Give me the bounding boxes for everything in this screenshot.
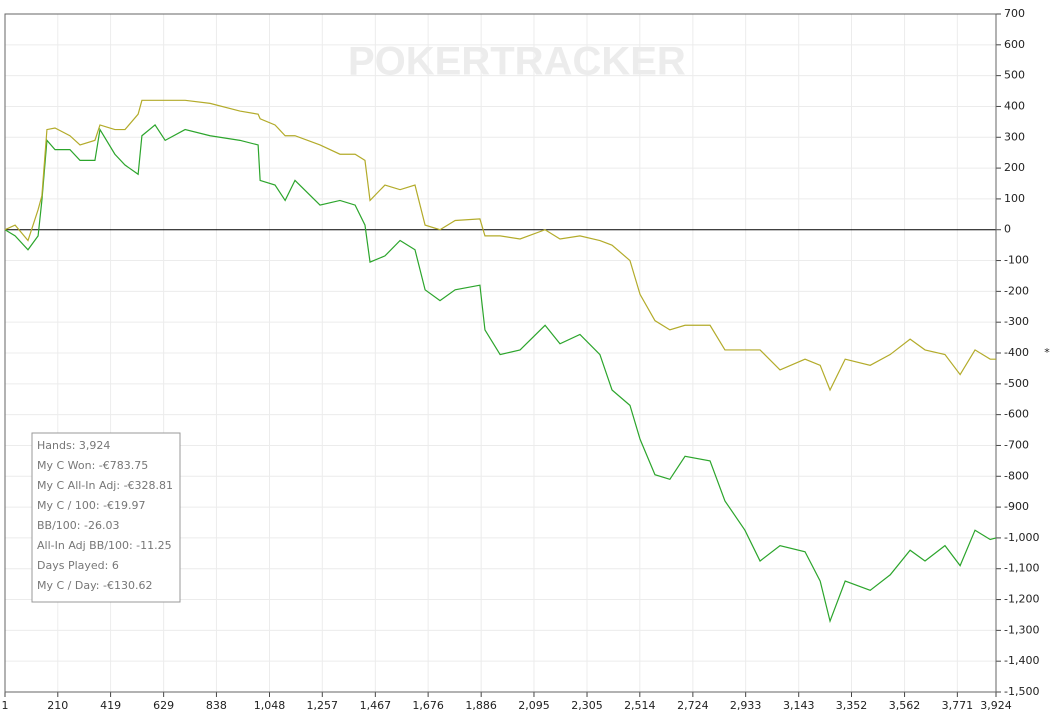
y-tick-label: 400 (1004, 99, 1025, 112)
y-tick-label: 200 (1004, 161, 1025, 174)
info-line: My C / 100: -€19.97 (37, 499, 146, 512)
y-tick-label: -500 (1004, 377, 1029, 390)
x-tick-label: 1 (2, 699, 9, 712)
x-tick-label: 3,562 (889, 699, 921, 712)
y-tick-label: -1,200 (1004, 593, 1039, 606)
x-tick-label: 3,924 (980, 699, 1012, 712)
x-tick-label: 1,676 (412, 699, 444, 712)
y-tick-label: 100 (1004, 192, 1025, 205)
x-tick-label: 3,143 (783, 699, 815, 712)
y-tick-label: -600 (1004, 408, 1029, 421)
info-line: Days Played: 6 (37, 559, 119, 572)
info-line: All-In Adj BB/100: -11.25 (37, 539, 172, 552)
series-line (4, 99, 996, 392)
y-tick-label: 500 (1004, 69, 1025, 82)
y-tick-label: 700 (1004, 7, 1025, 20)
y-tick-label: -1,500 (1004, 685, 1039, 698)
y-tick-label: -1,300 (1004, 623, 1039, 636)
x-tick-label: 2,095 (518, 699, 550, 712)
y-tick-label: -700 (1004, 438, 1029, 451)
info-line: BB/100: -26.03 (37, 519, 119, 532)
x-tick-label: 419 (100, 699, 121, 712)
y-tick-label: 600 (1004, 38, 1025, 51)
x-tick-label: 2,933 (730, 699, 762, 712)
x-tick-label: 1,467 (360, 699, 392, 712)
y-tick-label: -800 (1004, 469, 1029, 482)
x-tick-label: 838 (206, 699, 227, 712)
plot-border (4, 13, 997, 693)
x-tick-label: 1,048 (254, 699, 286, 712)
x-tick-label: 1,257 (307, 699, 339, 712)
info-box (31, 432, 181, 603)
y-tick-label: 0 (1004, 223, 1011, 236)
y-tick-label: -100 (1004, 254, 1029, 267)
y-tick-label: 300 (1004, 130, 1025, 143)
info-line: My C / Day: -€130.62 (37, 579, 152, 592)
info-line: My C Won: -€783.75 (37, 459, 148, 472)
x-tick-label: 3,771 (942, 699, 974, 712)
y-axis-label: * (1044, 346, 1050, 359)
x-tick-label: 629 (153, 699, 174, 712)
y-tick-label: -400 (1004, 346, 1029, 359)
watermark: POKERTRACKER (348, 40, 686, 84)
y-tick-label: -1,100 (1004, 562, 1039, 575)
x-tick-label: 1,886 (465, 699, 497, 712)
y-tick-label: -200 (1004, 284, 1029, 297)
y-tick-label: -1,400 (1004, 654, 1039, 667)
y-tick-label: -300 (1004, 315, 1029, 328)
x-tick-label: 210 (47, 699, 68, 712)
series-line (4, 124, 997, 624)
y-tick-label: -1,000 (1004, 531, 1039, 544)
info-line: Hands: 3,924 (37, 439, 110, 452)
x-tick-label: 3,352 (836, 699, 868, 712)
x-tick-label: 2,305 (571, 699, 603, 712)
x-tick-label: 2,514 (624, 699, 656, 712)
info-line: My C All-In Adj: -€328.81 (37, 479, 173, 492)
x-tick-label: 2,724 (677, 699, 709, 712)
y-tick-label: -900 (1004, 500, 1029, 513)
